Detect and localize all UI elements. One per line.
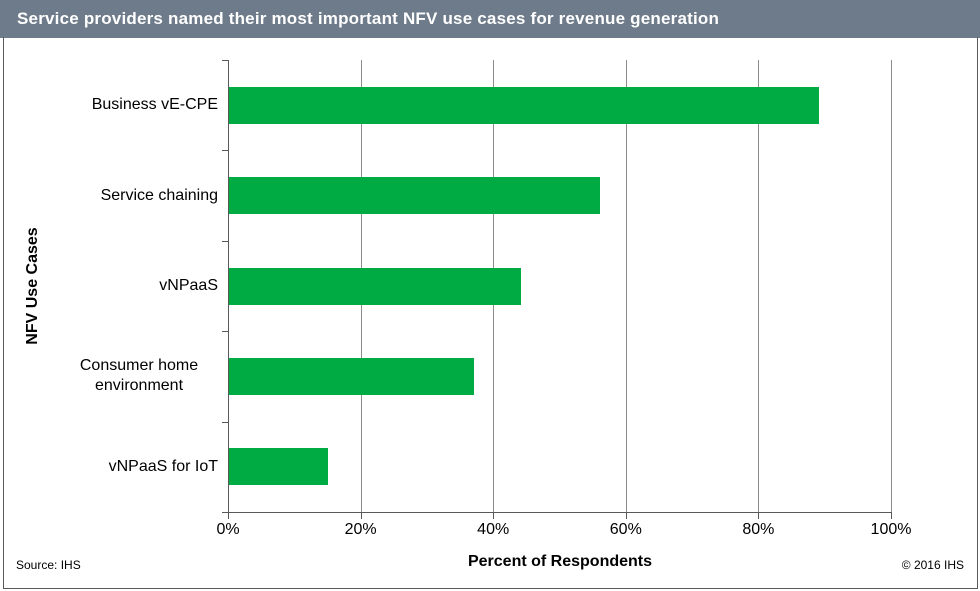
- x-tick-label: 60%: [609, 521, 642, 538]
- y-axis-tick: [222, 60, 228, 61]
- x-axis-tick: [891, 513, 892, 519]
- plot-area: [228, 60, 892, 513]
- title-bar: Service providers named their most impor…: [0, 0, 980, 38]
- y-axis-tick: [222, 150, 228, 152]
- y-axis-tick: [222, 240, 228, 242]
- x-tick-label: 40%: [477, 521, 510, 538]
- gridline: [625, 60, 627, 512]
- category-label-text: vNPaaS: [159, 277, 218, 294]
- gridline: [891, 60, 892, 512]
- bar-consumer-home-environment: [229, 357, 475, 395]
- x-tick-label: 20%: [344, 521, 377, 538]
- category-label: vNPaaS for IoT: [14, 457, 218, 477]
- bar-service-chaining: [229, 177, 601, 215]
- x-axis-tick: [758, 513, 760, 519]
- x-tick-label: 100%: [870, 521, 912, 538]
- category-label: Service chaining: [14, 186, 218, 206]
- x-axis-title: Percent of Respondents: [467, 553, 653, 570]
- bar-business-ve-cpe: [229, 86, 820, 124]
- gridline: [758, 60, 760, 512]
- x-axis-tick: [360, 513, 362, 519]
- category-label-text: Consumer home environment: [79, 357, 199, 395]
- category-label: Consumer home environment: [14, 356, 218, 396]
- x-tick-label: 80%: [742, 521, 775, 538]
- category-label: vNPaaS: [14, 276, 218, 296]
- bar-vnpaas: [229, 267, 521, 305]
- source-text: Source: IHS: [16, 558, 81, 572]
- category-label-text: Business vE-CPE: [91, 96, 218, 114]
- x-axis-tick: [228, 513, 229, 519]
- y-axis-tick: [222, 512, 228, 513]
- x-axis-tick: [493, 513, 495, 519]
- x-tick-label: 0%: [216, 521, 240, 538]
- chart-title: Service providers named their most impor…: [17, 9, 720, 28]
- bar-vnpaas-for-iot: [229, 448, 329, 486]
- y-axis-tick: [222, 331, 228, 333]
- category-label-text: Service chaining: [100, 186, 218, 204]
- y-axis-tick: [222, 421, 228, 423]
- x-axis-tick: [625, 513, 627, 519]
- copyright-text: © 2016 IHS: [901, 558, 964, 572]
- category-label-text: vNPaaS for IoT: [108, 457, 218, 475]
- category-label: Business vE-CPE: [14, 95, 218, 115]
